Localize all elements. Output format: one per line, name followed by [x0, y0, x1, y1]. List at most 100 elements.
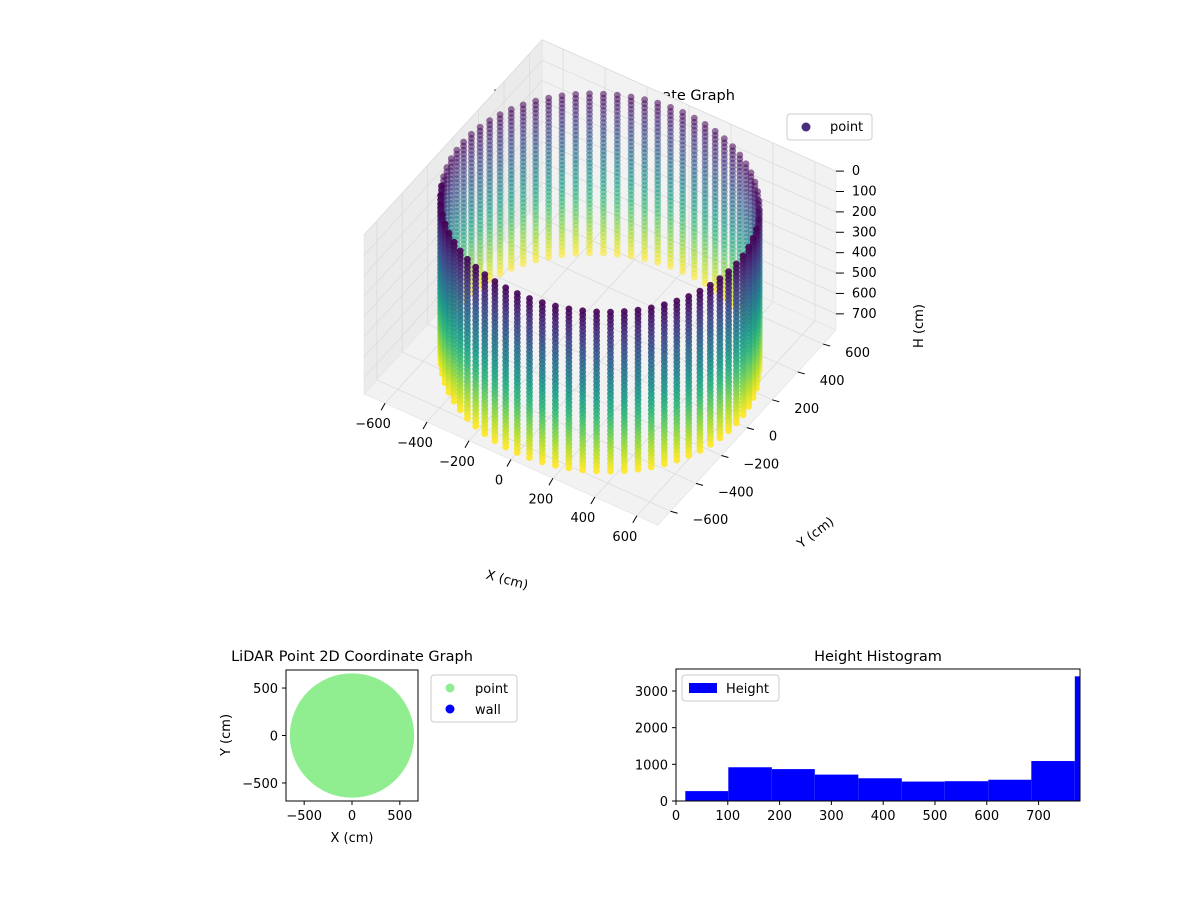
x-tick-mark: [464, 440, 470, 448]
lidar-point: [627, 252, 635, 260]
lidar-point: [450, 397, 458, 405]
histogram-bar: [944, 781, 989, 801]
lidar-point: [526, 454, 533, 461]
h-tick-label: 200: [852, 205, 877, 220]
lidar-2d-scatter-plot: LiDAR Point 2D Coordinate Graph −500 0 500…: [219, 649, 518, 846]
histogram-bar: [728, 767, 772, 801]
lidar-point: [552, 461, 559, 469]
histogram-bar: [685, 791, 729, 801]
x-axis-label: X (cm): [484, 568, 529, 594]
x-tick-label: 300: [819, 809, 844, 824]
histogram-axes-frame: [675, 668, 1081, 802]
legend-2d-wall-marker: [445, 704, 455, 714]
lidar-point: [481, 430, 489, 438]
lidar-point: [464, 414, 471, 422]
h-tick-label: 400: [852, 246, 877, 261]
lidar-point: [445, 388, 453, 396]
lidar-point: [532, 256, 540, 264]
y-tick-label: 1000: [635, 758, 668, 773]
legend-2d-point-label: point: [475, 682, 508, 697]
legend-histogram: Height: [681, 674, 780, 702]
y-tick-mark: [721, 455, 729, 459]
y-axis-label: Y (cm): [794, 515, 837, 553]
lidar-point: [472, 422, 480, 430]
x-tick-label: −200: [439, 455, 475, 470]
2d-y-axis-label: Y (cm): [219, 714, 234, 757]
x-tick-mark: [548, 478, 554, 486]
legend-3d-label: point: [830, 120, 863, 135]
lidar-point: [496, 270, 504, 278]
lidar-point: [613, 250, 621, 258]
lidar-point: [696, 446, 704, 454]
y-tick-label: −500: [242, 777, 278, 792]
lidar-point: [667, 263, 674, 270]
legend-3d: point: [786, 113, 873, 141]
lidar-point: [634, 465, 642, 473]
legend-histogram-swatch: [689, 683, 717, 693]
x-tick-label: 500: [923, 809, 948, 824]
grid-h-back: [542, 39, 837, 172]
legend-2d-point-marker: [445, 683, 455, 693]
y-tick-mark: [823, 343, 831, 347]
x-tick-label: 400: [570, 511, 595, 526]
x-tick-label: 100: [715, 809, 740, 824]
y-tick-label: 0: [769, 430, 777, 445]
h-tick-label: 0: [852, 164, 860, 179]
lidar-point: [641, 255, 648, 263]
lidar-point: [572, 250, 580, 257]
lidar-point: [620, 467, 628, 474]
lidar-point: [502, 443, 510, 451]
x-tick-label: 700: [1026, 809, 1051, 824]
y-tick-label: 200: [794, 402, 819, 417]
2d-axis-ticks: −500 0 500 −500 0 500: [242, 682, 412, 824]
lidar-point: [558, 251, 566, 259]
chart-2d-title: LiDAR Point 2D Coordinate Graph: [231, 649, 473, 665]
2d-point-area: [289, 673, 415, 798]
h-axis-ticks: 0 100 200 300 400 500 600 700: [835, 164, 877, 322]
x-tick-label: 200: [767, 809, 792, 824]
histogram-bar: [771, 769, 815, 801]
x-axis-ticks: −600 −400 −200 0 200 400 600: [355, 402, 638, 545]
lidar-point: [513, 449, 521, 456]
2d-x-axis-label: X (cm): [331, 831, 374, 846]
lidar-point: [673, 456, 681, 464]
lidar-point: [745, 402, 753, 410]
x-tick-mark: [422, 421, 428, 430]
lidar-point: [690, 273, 698, 281]
lidar-point: [579, 466, 587, 474]
legend-2d: point wall: [430, 674, 518, 723]
lidar-point: [706, 440, 714, 448]
legend-3d-frame: [786, 113, 873, 141]
h-tick-label: 700: [852, 307, 877, 322]
lidar-point: [600, 249, 607, 257]
y-tick-label: 0: [660, 795, 668, 810]
lidar-point: [586, 249, 593, 257]
height-histogram: Height Histogram 0 100 200 300 400 500 600 7000…: [635, 649, 1081, 824]
y-tick-label: 0: [270, 730, 278, 745]
histogram-axis-ticks: 0 100 200 300 400 500 600 700 0 1000 2000 3000: [635, 685, 1051, 824]
lidar-point: [733, 419, 740, 427]
x-tick-label: 0: [348, 809, 356, 824]
lidar-point: [545, 253, 553, 261]
lidar-point: [593, 467, 600, 475]
x-tick-label: 200: [529, 492, 554, 507]
x-tick-label: −400: [397, 436, 433, 451]
y-tick-label: 400: [820, 374, 845, 389]
y-tick-mark: [695, 482, 704, 486]
x-tick-label: −600: [355, 417, 391, 432]
legend-2d-wall-label: wall: [475, 703, 501, 718]
grid-y-floor: [376, 379, 671, 512]
lidar-point: [716, 434, 724, 442]
y-tick-label: 600: [845, 346, 870, 361]
x-tick-mark: [632, 515, 638, 524]
y-tick-label: 500: [253, 682, 278, 697]
y-tick-label: −400: [718, 485, 754, 500]
h-axis-label: H (cm): [912, 304, 927, 348]
histogram-bar: [901, 781, 945, 801]
y-tick-label: 2000: [635, 722, 668, 737]
lidar-point: [607, 467, 614, 475]
y-tick-mark: [797, 371, 805, 375]
lidar-point: [660, 460, 668, 468]
